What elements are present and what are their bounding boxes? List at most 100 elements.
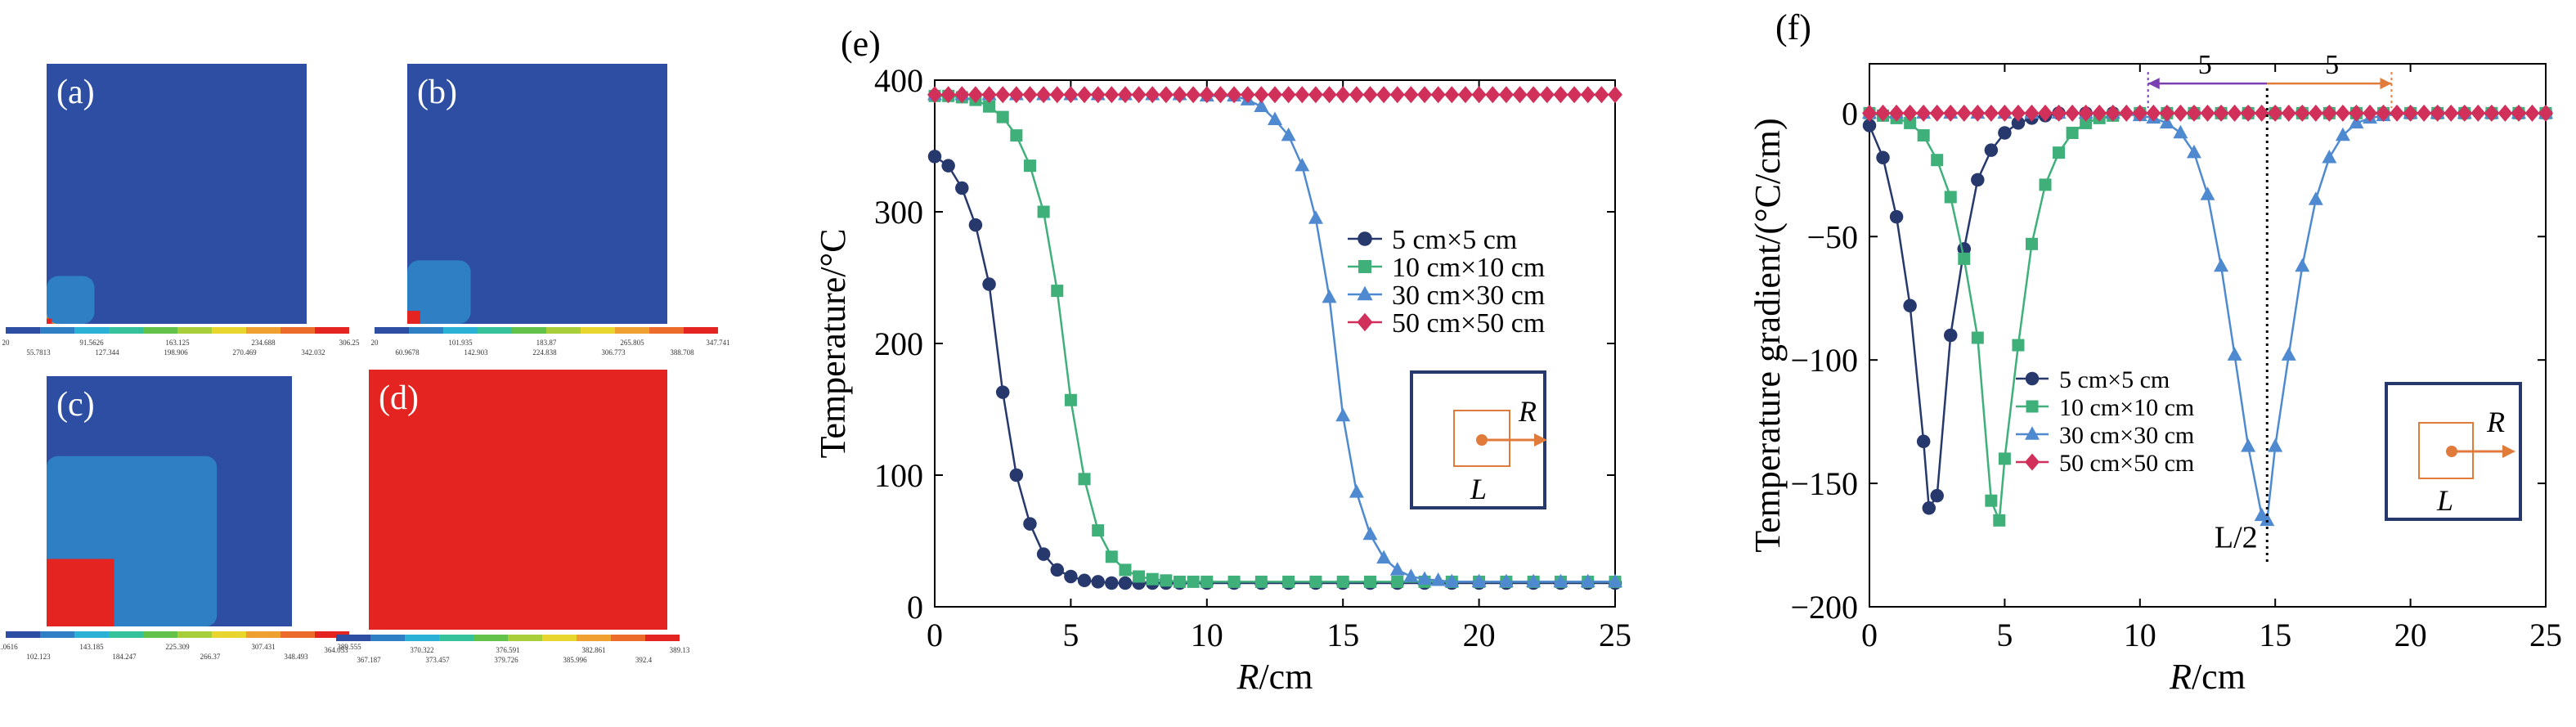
colorbar-label: 306.773 (601, 348, 626, 357)
data-point (1174, 575, 1187, 588)
data-point (1078, 473, 1091, 486)
data-point (2241, 438, 2256, 452)
y-tick-label: 200 (874, 325, 923, 362)
x-tick-label: 20 (2394, 617, 2427, 653)
contour-band (407, 260, 471, 324)
y-tick-label: 0 (1842, 95, 1858, 132)
plot-frame (1869, 63, 2547, 608)
data-point (2065, 104, 2080, 122)
data-point (2295, 104, 2310, 122)
data-point (1539, 86, 1555, 104)
data-point (1943, 104, 1959, 122)
inset-square (1453, 410, 1510, 467)
data-point (1985, 494, 1998, 507)
data-point (1998, 452, 2011, 465)
colorbar-label: 60.9678 (395, 348, 420, 357)
colorbar-label: 20 (2, 339, 11, 347)
data-point (1930, 488, 1944, 503)
data-point (1916, 434, 1931, 449)
colorbar-label: 184.247 (112, 653, 137, 661)
colorbar-cell (405, 635, 439, 641)
legend-marker (1357, 285, 1373, 301)
span-label-left: 5 (2198, 50, 2212, 80)
y-tick-label: −200 (1790, 589, 1858, 626)
data-point (1971, 173, 1985, 187)
data-point (1902, 104, 1918, 122)
data-point (1984, 143, 1999, 157)
data-point (2173, 104, 2188, 122)
colorbar-cell (508, 635, 542, 641)
data-point (1862, 119, 1877, 132)
span-arrowhead-right (2380, 78, 2392, 90)
colorbar-label: 101.935 (448, 339, 473, 347)
data-point (2159, 114, 2174, 129)
data-point (2051, 104, 2067, 122)
data-point (2390, 104, 2405, 122)
data-point (1022, 86, 1038, 104)
data-point (2159, 104, 2174, 122)
colorbar-label: 20 (371, 339, 379, 347)
data-point (1526, 86, 1542, 104)
data-point (1931, 154, 1944, 167)
data-point (1023, 159, 1036, 173)
data-point (2227, 347, 2242, 361)
data-point (1322, 289, 1337, 303)
data-point (1322, 86, 1337, 104)
colorbar-cell (40, 327, 74, 334)
data-point (927, 86, 942, 104)
data-point (1391, 575, 1404, 588)
colorbar-cell (212, 631, 246, 638)
data-point (2105, 104, 2120, 122)
legend-marker (2025, 453, 2040, 471)
data-point (1008, 86, 1024, 104)
data-point (2511, 104, 2526, 122)
data-point (2227, 104, 2242, 122)
data-point (2538, 104, 2553, 122)
data-point (2260, 512, 2275, 527)
legend-marker (1357, 312, 1373, 332)
series-line-0 (934, 155, 1615, 585)
data-point (2376, 104, 2391, 122)
colorbar-label: 234.688 (251, 339, 276, 347)
x-axis-label-symbol: R (2169, 657, 2192, 697)
data-point (1160, 574, 1173, 587)
data-point (2200, 104, 2215, 122)
data-point (1376, 550, 1392, 564)
legend-marker (2026, 400, 2039, 413)
colorbar-label: 163.125 (165, 339, 190, 347)
data-point (1457, 86, 1473, 104)
data-point (1567, 86, 1582, 104)
data-point (1498, 573, 1514, 588)
data-point (1090, 86, 1106, 104)
inset-R-label: R (2486, 406, 2505, 438)
data-point (1498, 86, 1514, 104)
contour-panel-b: (b) 20 101.935 183.87 265.805 347.741 60.9678 1… (371, 64, 730, 357)
colorbar-label: 385.996 (563, 656, 587, 664)
colorbar-label: 266.37 (200, 653, 221, 661)
data-point (1362, 526, 1378, 541)
colorbar-label: 224.838 (532, 348, 557, 357)
y-tick-label: −150 (1790, 465, 1858, 502)
data-point (1281, 86, 1296, 104)
data-point (2322, 104, 2337, 122)
data-point (1295, 86, 1310, 104)
data-point (2146, 104, 2161, 122)
data-point (2362, 104, 2377, 122)
data-point (2254, 104, 2269, 122)
x-tick-label: 15 (2259, 617, 2291, 653)
contour-hot-corner (47, 318, 52, 324)
data-point (983, 100, 996, 113)
data-point (1903, 298, 1917, 313)
data-point (996, 110, 1009, 123)
data-point (1023, 517, 1037, 531)
data-point (1389, 562, 1405, 576)
data-point (2025, 237, 2038, 250)
x-axis-label: R/cm (1236, 657, 1313, 697)
data-point (1295, 157, 1310, 172)
data-point (1389, 86, 1405, 104)
y-axis-label: Temperature/°C (813, 229, 853, 459)
data-point (1417, 86, 1433, 104)
data-point (967, 86, 983, 104)
legend-marker (1358, 231, 1372, 246)
